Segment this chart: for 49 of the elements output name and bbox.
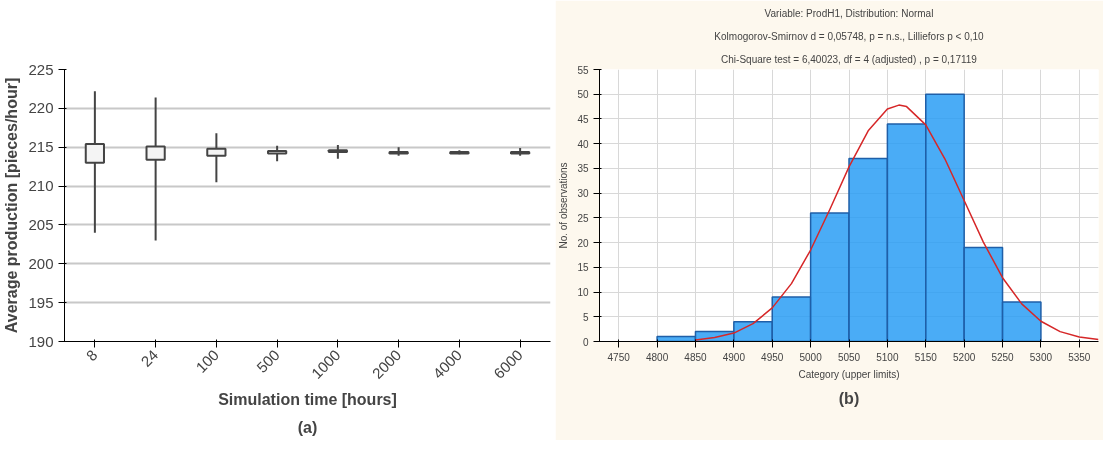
x-tick-label: 5200 <box>953 351 976 363</box>
y-tick-label: 210 <box>28 177 54 195</box>
y-tick-label: 25 <box>577 212 589 224</box>
candlestick <box>84 90 105 234</box>
y-tick-label: 45 <box>577 113 589 125</box>
candlestick <box>206 132 227 184</box>
y-tick-label: 20 <box>577 237 589 249</box>
x-tick-label: 8 <box>82 346 101 365</box>
y-tick-label: 15 <box>577 262 589 274</box>
x-tick-label: 4950 <box>761 351 784 363</box>
x-tick-label: 5150 <box>914 351 938 363</box>
text: (b) <box>838 389 860 407</box>
y-tick-label: 225 <box>28 60 54 78</box>
x-tick-label: 4900 <box>722 351 746 363</box>
x-tick-label: 5250 <box>991 351 1015 363</box>
y-tick-label: 30 <box>577 188 589 200</box>
y-tick-label: 55 <box>577 64 589 76</box>
y-tick-label: 10 <box>577 287 589 299</box>
y-tick-label: 40 <box>577 138 589 150</box>
y-tick-label: 35 <box>577 163 589 175</box>
y-axis-title: Average production [pieces/hour] <box>3 77 21 334</box>
text: Chi-Square test = 6,40023, df = 4 (adjusted) , p = 0,17119 <box>721 53 978 65</box>
chart-title: Variable: ProdH1, Distribution: Normal <box>764 7 934 19</box>
x-tick-label: 24 <box>137 346 162 370</box>
x-tick-label: 4750 <box>607 351 631 363</box>
x-tick-label: 4800 <box>645 351 669 363</box>
y-tick-label: 0 <box>582 336 589 348</box>
x-axis-title: Simulation time [hours] <box>218 391 397 409</box>
x-tick-label: 100 <box>192 346 223 376</box>
y-tick-label: 205 <box>28 215 54 233</box>
x-tick-label: 500 <box>253 346 283 376</box>
y-tick-label: 50 <box>577 89 589 101</box>
y-tick-label: 190 <box>28 332 54 350</box>
x-tick-label: 5350 <box>1068 351 1091 363</box>
chart-subtitle: Kolmogorov-Smirnov d = 0,05748, p = n.s., Lilliefors p < 0,10 <box>714 30 985 42</box>
y-tick-label: 220 <box>28 99 54 117</box>
x-tick-label: 5300 <box>1029 351 1053 363</box>
x-tick-label: 5100 <box>876 351 899 363</box>
y-tick-label: 5 <box>582 311 589 323</box>
x-tick-label: 4850 <box>684 351 708 363</box>
y-tick-label: 200 <box>28 254 54 272</box>
x-tick-label: 5000 <box>799 351 823 363</box>
y-tick-label: 215 <box>28 138 54 156</box>
y-axis-title: No. of observations <box>558 162 570 249</box>
x-tick-label: 5050 <box>837 351 861 363</box>
y-tick-label: 195 <box>28 293 54 311</box>
x-axis-title: Category (upper limits) <box>798 368 900 380</box>
candlestick <box>145 96 166 242</box>
text: (a) <box>297 418 318 436</box>
